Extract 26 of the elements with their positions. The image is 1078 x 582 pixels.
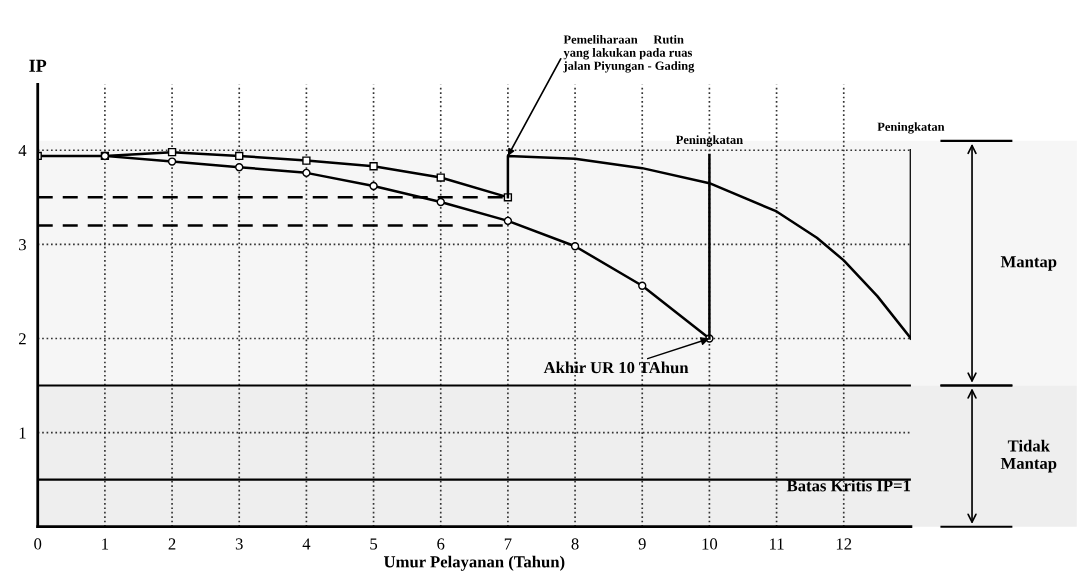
band-label: Mantap bbox=[1000, 256, 1057, 271]
y-tick-label: 2 bbox=[19, 333, 26, 345]
y-tick-label: 3 bbox=[19, 239, 26, 251]
x-tick-label: 3 bbox=[235, 538, 243, 550]
x-axis-title: Umur Pelayanan (Tahun) bbox=[383, 555, 565, 571]
x-tick-label: 5 bbox=[370, 538, 378, 550]
x-tick-label: 12 bbox=[836, 538, 852, 550]
y-axis-title: IP bbox=[29, 59, 47, 72]
x-tick-label: 8 bbox=[571, 538, 579, 550]
x-tick-label: 7 bbox=[504, 538, 512, 550]
x-tick-label: 10 bbox=[702, 538, 718, 550]
x-tick-label: 6 bbox=[437, 538, 445, 550]
x-tick-label: 11 bbox=[770, 538, 784, 550]
annotation: Peningkatan bbox=[675, 135, 743, 147]
y-tick-label: 4 bbox=[18, 145, 27, 157]
band-label: Tidak Mantap bbox=[1000, 439, 1057, 473]
ref-line-label: Batas Kritis IP=1 bbox=[786, 479, 911, 492]
y-tick-label: 1 bbox=[19, 427, 26, 439]
x-tick-label: 4 bbox=[302, 538, 311, 550]
x-tick-label: 1 bbox=[102, 538, 109, 550]
x-tick-label: 2 bbox=[168, 538, 176, 550]
x-tick-label: 0 bbox=[34, 538, 42, 550]
annotation: Peningkatan bbox=[877, 122, 945, 134]
x-tick-label: 9 bbox=[638, 538, 646, 550]
annotation: Akhir UR 10 TAhun bbox=[543, 361, 689, 374]
annotation: Pemeliharaan Rutin yang lakukan pada ruas jalan Piyungan - Gading bbox=[563, 34, 695, 73]
